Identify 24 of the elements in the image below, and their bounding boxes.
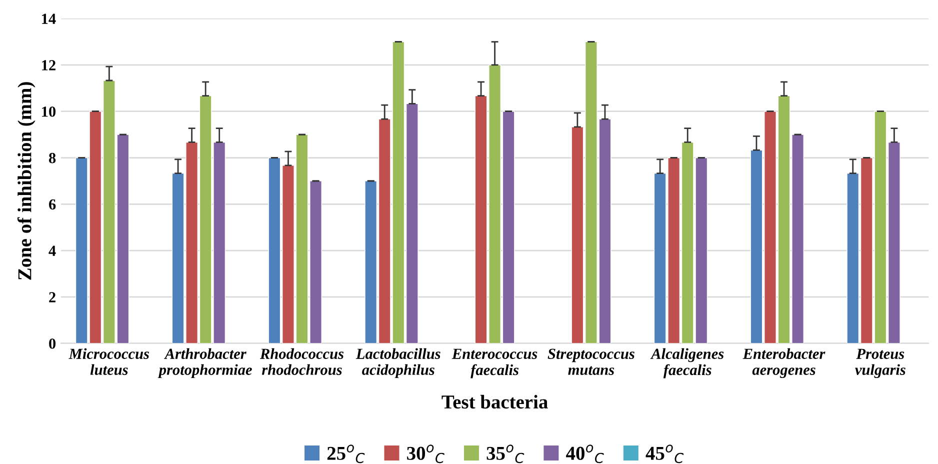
x-tick-label: Lactobacillus acidophilus <box>356 348 440 378</box>
y-tick-label: 2 <box>49 292 56 302</box>
y-tick-label: 6 <box>48 199 56 210</box>
legend-label: 35$^{o}$$_{C}$ <box>486 444 524 464</box>
x-tick-label: Streptococcus mutans <box>548 348 634 375</box>
x-tick-label: Micrococcus luteus <box>68 348 150 375</box>
legend-label: 25$^{o}$$_{C}$ <box>327 444 365 464</box>
legend-label: 40$^{o}$$_{C}$ <box>566 444 604 464</box>
legend-label: 45$^{o}$$_{C}$ <box>646 444 684 464</box>
x-tick-label: Enterobacter aerogenes <box>742 348 826 378</box>
y-tick-label: 8 <box>48 152 56 164</box>
x-tick-label: Rhodococcus rhodochrous <box>260 348 344 375</box>
y-tick-label: 4 <box>48 246 56 256</box>
y-tick-label: 10 <box>42 106 56 117</box>
x-axis-title: Test bacteria <box>442 394 548 409</box>
y-tick-label: 0 <box>49 338 56 349</box>
x-tick-label: Alcaligenes faecalis <box>650 348 724 378</box>
y-axis-title: Zone of inhibition (mm) <box>17 82 36 280</box>
x-tick-label: Enterococcus faecalis <box>452 348 538 378</box>
x-tick-label: Arthrobacter protophormiae <box>158 348 252 378</box>
y-tick-label: 12 <box>42 60 56 70</box>
legend-label: 30$^{o}$$_{C}$ <box>407 444 444 464</box>
x-tick-label: Proteus vulgaris <box>855 348 906 378</box>
y-tick-label: 14 <box>42 14 56 24</box>
